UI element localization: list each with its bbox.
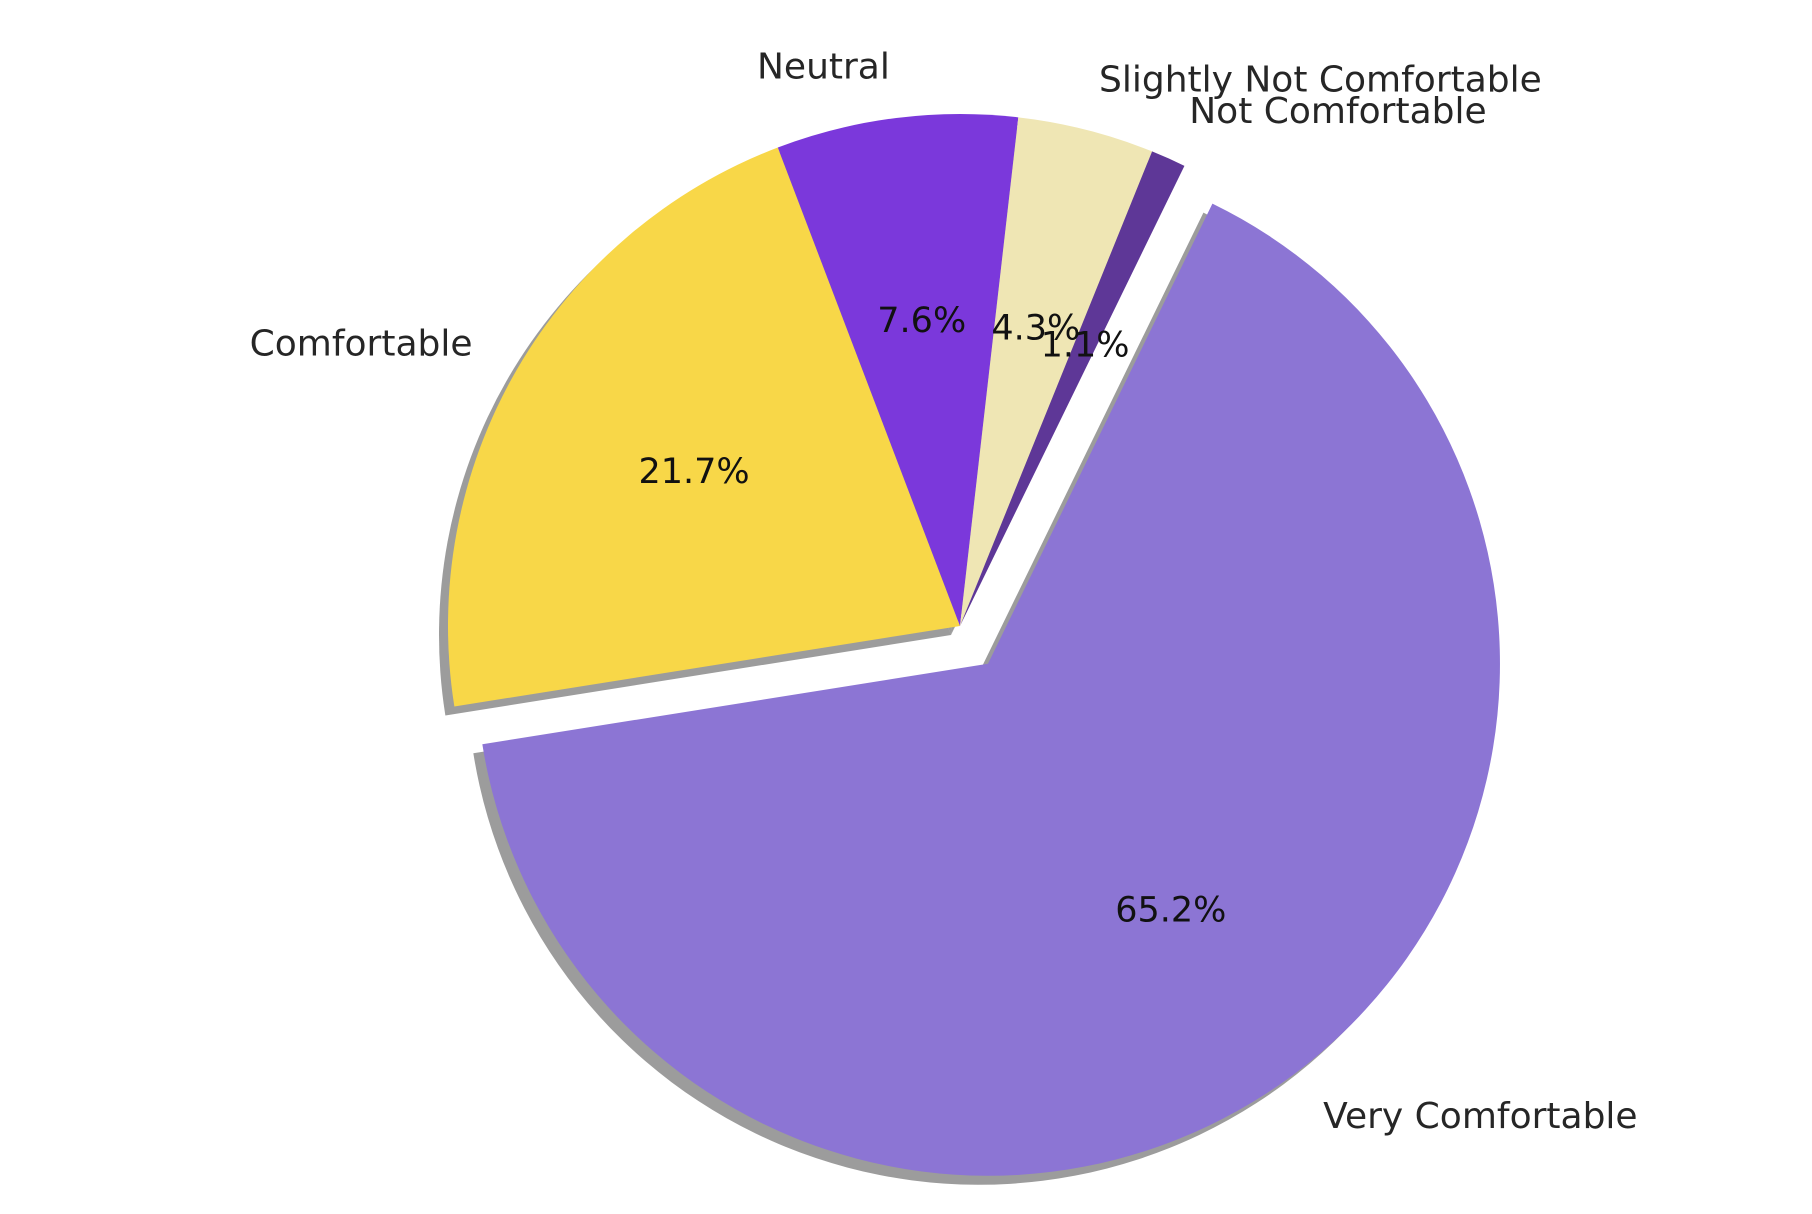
slice-slightly-not-comfortable	[960, 117, 1153, 627]
category-label-slightly-not-comfortable: Slightly Not Comfortable	[1099, 60, 1542, 101]
pct-label-not-comfortable: 1.1%	[1041, 325, 1130, 365]
slice-comfortable	[448, 147, 960, 707]
slice-neutral	[777, 113, 1019, 626]
pie-slices	[448, 113, 1500, 1176]
slice-not-comfortable	[960, 151, 1185, 626]
pct-label-neutral: 7.6%	[877, 301, 966, 341]
pct-label-slightly-not-comfortable: 4.3%	[991, 308, 1080, 348]
pct-label-comfortable: 21.7%	[639, 452, 750, 492]
slice-very-comfortable	[482, 203, 1500, 1176]
category-label-not-comfortable: Not Comfortable	[1189, 91, 1486, 132]
pie-percent-labels: 65.2% 21.7% 7.6% 4.3%1.1%	[639, 301, 1227, 930]
category-label-very-comfortable: Very Comfortable	[1323, 1096, 1637, 1137]
category-label-comfortable: Comfortable	[250, 323, 473, 364]
pct-label-very-comfortable: 65.2%	[1115, 891, 1226, 931]
category-label-neutral: Neutral	[757, 47, 890, 88]
pie-category-labels: Very Comfortable Comfortable Neutral Slight…	[250, 47, 1638, 1137]
